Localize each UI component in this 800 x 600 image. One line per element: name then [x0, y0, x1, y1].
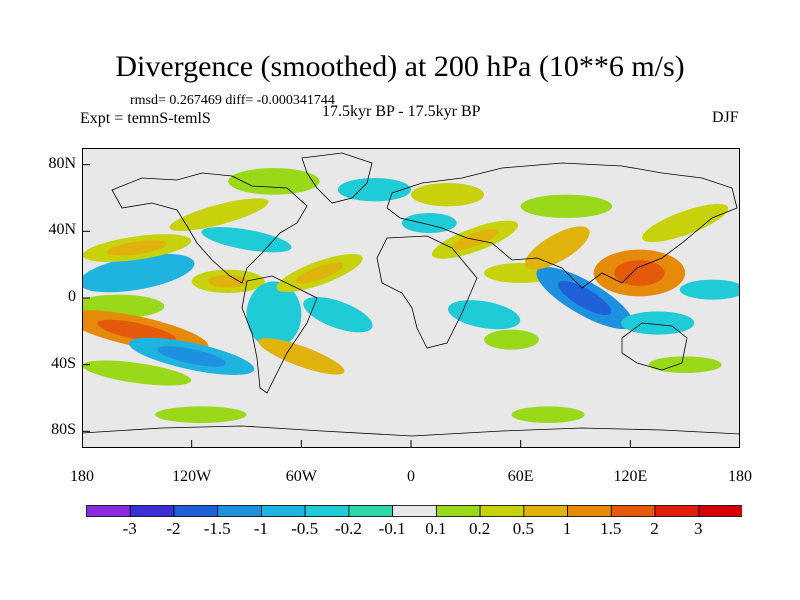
colorbar-label: -0.5: [291, 519, 319, 538]
anomaly-core-10: [295, 262, 344, 284]
x-tick-label: 180: [70, 468, 94, 485]
coast-north-america: [111, 172, 308, 284]
anomaly-patch-22: [520, 194, 613, 218]
anomaly-core-21: [558, 280, 612, 316]
x-tick-label: 60W: [285, 468, 317, 485]
anomaly-patch-27: [679, 279, 740, 300]
y-tick-label: 40N: [48, 221, 76, 239]
colorbar-label: 3: [694, 519, 703, 538]
colorbar-box: [217, 505, 262, 517]
colorbar-box: [610, 505, 656, 517]
anomaly-patch-11: [303, 296, 373, 333]
colorbar-box: [86, 505, 131, 517]
colorbar-box: [523, 505, 568, 517]
anomaly-patch-17: [401, 213, 457, 233]
colorbar-box: [173, 505, 219, 517]
y-tick-label: 80S: [51, 421, 76, 439]
y-tick-label: 40S: [51, 354, 76, 372]
anomaly-core-4: [157, 346, 227, 367]
x-tick-label: 120E: [613, 468, 648, 485]
x-tick-label: 60E: [507, 468, 534, 485]
anomaly-patch-28: [648, 356, 722, 373]
coast-south-america: [241, 275, 318, 394]
y-tick-label: 80N: [48, 154, 76, 172]
anomaly-patch-19: [448, 300, 521, 330]
coast-greenland: [301, 152, 373, 204]
colorbar-label: 0.1: [425, 519, 447, 538]
anomaly-patch-20: [484, 329, 539, 350]
axis-frame: [82, 148, 740, 448]
anomaly-core-24: [614, 260, 665, 286]
coast-africa: [376, 235, 478, 349]
coast-eurasia: [386, 162, 738, 289]
anomaly-patch-29: [155, 406, 247, 423]
anomaly-patch-30: [511, 406, 585, 423]
anomaly-patch-25: [642, 203, 729, 243]
coast-australia: [621, 322, 688, 371]
colorbar-box: [698, 505, 742, 517]
colorbar-box: [479, 505, 525, 517]
anomaly-patch-14: [337, 178, 411, 202]
anomaly-layer: [82, 168, 740, 423]
colorbar-label: -1: [253, 519, 268, 538]
colorbar-label: -1.5: [203, 519, 231, 538]
anomaly-core-8: [208, 274, 249, 288]
anomaly-patch-7: [201, 227, 292, 253]
colorbar-label: 1: [562, 519, 572, 538]
stats-text: rmsd= 0.267469 diff= -0.000341744: [130, 93, 335, 108]
anomaly-core-23: [539, 236, 576, 260]
colorbar-box: [261, 505, 306, 517]
colorbar-label: 0.5: [512, 519, 534, 538]
colorbar-box: [435, 505, 481, 517]
map-background: [82, 148, 740, 448]
anomaly-patch-26: [621, 311, 695, 335]
colorbar-label: -0.2: [334, 519, 362, 538]
anomaly-patch-6: [169, 198, 269, 232]
anomaly-core-12: [277, 346, 326, 367]
coast-antarctica: [82, 425, 740, 437]
map-panel: [82, 148, 740, 448]
anomaly-core-3: [97, 319, 177, 343]
experiment-label: Expt = temnS-temlS: [80, 110, 211, 127]
anomaly-patch-5: [82, 360, 192, 386]
colorbar-label: 2: [650, 519, 659, 538]
x-tick-label: 180: [728, 468, 752, 485]
x-tick-label: 0: [407, 468, 415, 485]
colorbar: [86, 505, 742, 517]
colorbar-box: [567, 505, 612, 517]
anomaly-patch-15: [411, 183, 485, 207]
season-label: DJF: [712, 109, 739, 126]
anomaly-core-0: [105, 262, 169, 284]
colorbar-box: [348, 505, 394, 517]
x-tick-label: 120W: [172, 468, 212, 485]
colorbar-label: 1.5: [600, 519, 622, 538]
colorbar-box: [654, 505, 700, 517]
colorbar-label: 0.2: [468, 519, 491, 538]
colorbar-label: -3: [122, 519, 137, 538]
period-label: 17.5kyr BP - 17.5kyr BP: [322, 103, 481, 120]
chart-title: Divergence (smoothed) at 200 hPa (10**6 …: [115, 50, 685, 83]
colorbar-box: [129, 505, 175, 517]
anomaly-patch-9: [246, 281, 302, 348]
anomaly-patch-13: [228, 168, 320, 195]
colorbar-box: [304, 505, 350, 517]
colorbar-box: [392, 505, 437, 517]
y-tick-label: 0: [68, 288, 76, 305]
coastlines: [82, 152, 740, 437]
colorbar-label: -0.1: [378, 519, 406, 538]
colorbar-label: -2: [166, 519, 181, 538]
anomaly-core-1: [106, 240, 167, 256]
